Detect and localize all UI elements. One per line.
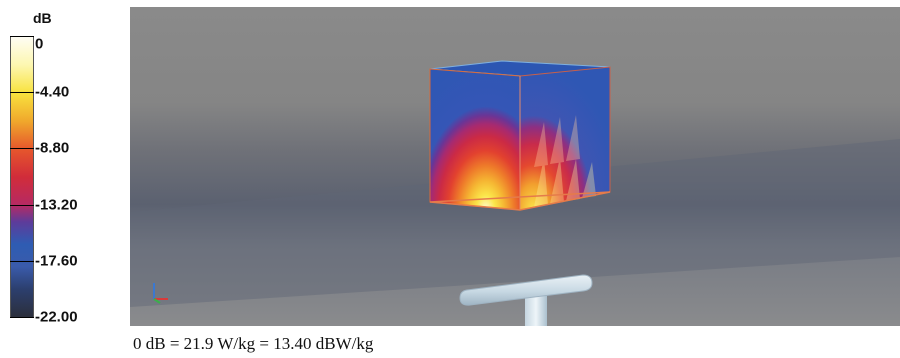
reference-caption: 0 dB = 21.9 W/kg = 13.40 dBW/kg: [133, 334, 374, 353]
legend-tick-mark: [10, 261, 34, 262]
legend-tick-mark: [10, 36, 34, 37]
sar-3d-viewport[interactable]: [130, 7, 900, 326]
legend-tick-mark: [10, 148, 34, 149]
legend-unit-label: dB: [33, 10, 52, 26]
cube-right-face: [519, 66, 611, 211]
sar-scene: [130, 60, 900, 326]
cube-front-face: [429, 68, 521, 211]
legend-tick-label: -22.00: [35, 308, 78, 326]
color-scale-bar: [10, 36, 34, 318]
side-face-facets: [534, 115, 596, 207]
legend-tick-mark: [10, 205, 34, 206]
legend-tick-label: -17.60: [35, 252, 78, 270]
legend-tick-label: -8.80: [35, 139, 70, 157]
axis-triad-icon: [153, 283, 168, 304]
legend-tick-label: 0: [35, 35, 44, 53]
background-band: [130, 139, 900, 307]
antenna-crossbar: [459, 274, 593, 306]
legend-tick-label: -4.40: [35, 83, 70, 101]
legend-tick-label: -13.20: [35, 196, 78, 214]
legend-tick-mark: [10, 317, 34, 318]
legend-tick-mark: [10, 92, 34, 93]
cube-bottom-edge: [429, 191, 611, 211]
